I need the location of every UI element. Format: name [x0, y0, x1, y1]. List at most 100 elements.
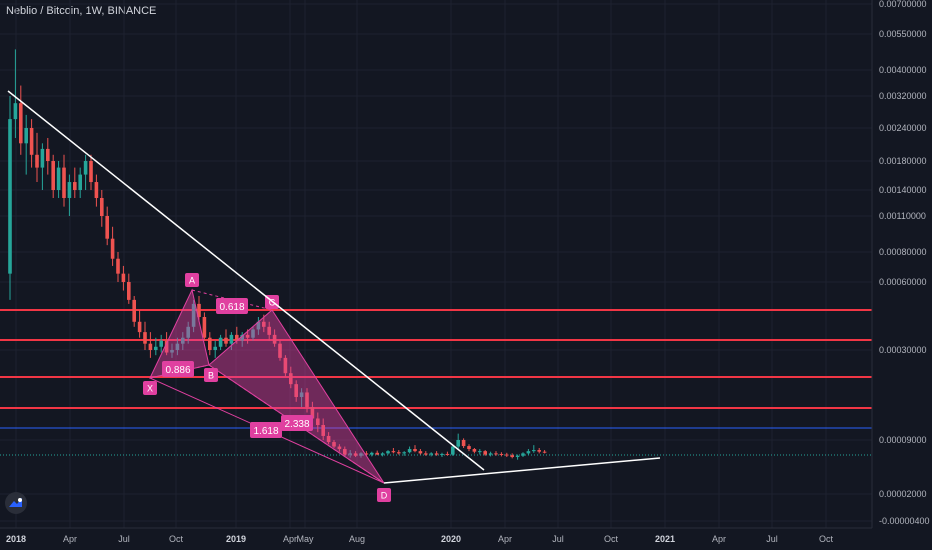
- candle: [488, 451, 493, 457]
- candle: [429, 452, 433, 457]
- candle: [402, 451, 406, 456]
- candle: [170, 343, 174, 358]
- x-tick-label: Oct: [169, 534, 184, 544]
- candle: [8, 96, 12, 300]
- candle: [294, 380, 298, 402]
- candle: [456, 433, 460, 450]
- svg-text:0.886: 0.886: [165, 365, 190, 376]
- svg-text:B: B: [208, 371, 214, 381]
- candle: [175, 337, 180, 356]
- candle: [386, 450, 390, 455]
- candle: [532, 445, 536, 453]
- candle: [526, 449, 531, 455]
- candle: [467, 444, 471, 452]
- candle: [73, 167, 77, 198]
- candle: [380, 452, 385, 457]
- candle: [100, 190, 104, 227]
- y-tick-label: 0.00550000: [879, 29, 927, 39]
- candle: [418, 449, 423, 455]
- trendlines: [7, 90, 661, 484]
- candle: [537, 448, 541, 454]
- candle: [181, 332, 185, 350]
- candle: [359, 452, 363, 458]
- y-tick-label: -0.00000400: [879, 516, 930, 526]
- candle: [353, 451, 358, 458]
- candle: [35, 132, 39, 183]
- candle: [110, 226, 115, 266]
- candle: [213, 340, 217, 358]
- svg-text:A: A: [189, 276, 195, 286]
- candle: [445, 451, 450, 456]
- candle: [116, 252, 120, 282]
- candle: [407, 446, 412, 454]
- candle: [186, 321, 190, 344]
- time-axis[interactable]: 2018 Apr Jul Oct 2019 Apr May Aug 2020 Apr Jul Oct 2…: [0, 527, 932, 550]
- candle: [370, 451, 374, 457]
- x-tick-label: 2018: [6, 534, 26, 544]
- candle: [494, 451, 498, 456]
- candle: [105, 206, 109, 246]
- candle: [251, 326, 255, 341]
- candle: [78, 167, 82, 198]
- candle: [208, 332, 212, 356]
- x-tick-label: Apr: [63, 534, 77, 544]
- candle: [224, 329, 228, 347]
- candle: [46, 137, 50, 175]
- x-tick-label: 2020: [441, 534, 461, 544]
- candle: [283, 355, 288, 377]
- candle: [348, 450, 352, 458]
- candle: [240, 332, 244, 347]
- harmonic-pattern: X A B C D 0.618 0.886 1.618 2.338: [143, 273, 391, 502]
- candle: [154, 337, 158, 356]
- candle: [202, 312, 207, 341]
- candle: [29, 119, 34, 168]
- grid: [0, 0, 872, 528]
- candle: [19, 85, 23, 155]
- candle: [127, 273, 131, 304]
- ascending-trendline[interactable]: [383, 457, 661, 484]
- candle: [515, 454, 520, 460]
- candle: [148, 332, 153, 358]
- candle: [197, 296, 201, 322]
- y-tick-label: 0.00002000: [879, 489, 927, 499]
- candles: [8, 49, 547, 460]
- candle: [472, 448, 477, 454]
- candle: [451, 445, 455, 456]
- y-tick-label: 0.00060000: [879, 277, 927, 287]
- y-tick-label: 0.00320000: [879, 91, 927, 101]
- candle: [542, 450, 547, 454]
- candle: [375, 450, 379, 456]
- candle: [191, 299, 196, 333]
- pattern-ratio-label: 1.618: [250, 422, 282, 438]
- y-tick-label: 0.00180000: [879, 156, 927, 166]
- x-tick-label: 2019: [226, 534, 246, 544]
- candle: [67, 174, 72, 216]
- candle: [499, 452, 504, 457]
- candle: [521, 452, 525, 458]
- candle: [51, 154, 55, 198]
- candle: [332, 440, 336, 449]
- pattern-ratio-label: 0.886: [162, 361, 194, 377]
- candle: [510, 453, 514, 459]
- candle: [397, 450, 401, 455]
- price-axis[interactable]: 0.00700000 0.00550000 0.00400000 0.00320000…: [871, 0, 932, 550]
- tradingview-logo-icon[interactable]: [5, 492, 27, 514]
- x-tick-label: Oct: [604, 534, 619, 544]
- candle: [40, 143, 45, 190]
- descending-trendline[interactable]: [7, 90, 485, 471]
- candle: [391, 448, 396, 454]
- x-tick-label: Aug: [349, 534, 365, 544]
- pattern-ratio-label: 2.338: [281, 415, 313, 431]
- y-tick-label: 0.00009000: [879, 435, 927, 445]
- candle: [56, 161, 61, 198]
- candle: [24, 114, 28, 175]
- x-tick-label: Jul: [552, 534, 564, 544]
- candle: [13, 49, 18, 138]
- candle: [89, 154, 93, 190]
- pattern-point-label: A: [185, 273, 199, 287]
- x-tick-label: Apr: [712, 534, 726, 544]
- svg-text:0.618: 0.618: [219, 302, 244, 313]
- candle: [94, 174, 99, 207]
- y-tick-label: 0.00400000: [879, 65, 927, 75]
